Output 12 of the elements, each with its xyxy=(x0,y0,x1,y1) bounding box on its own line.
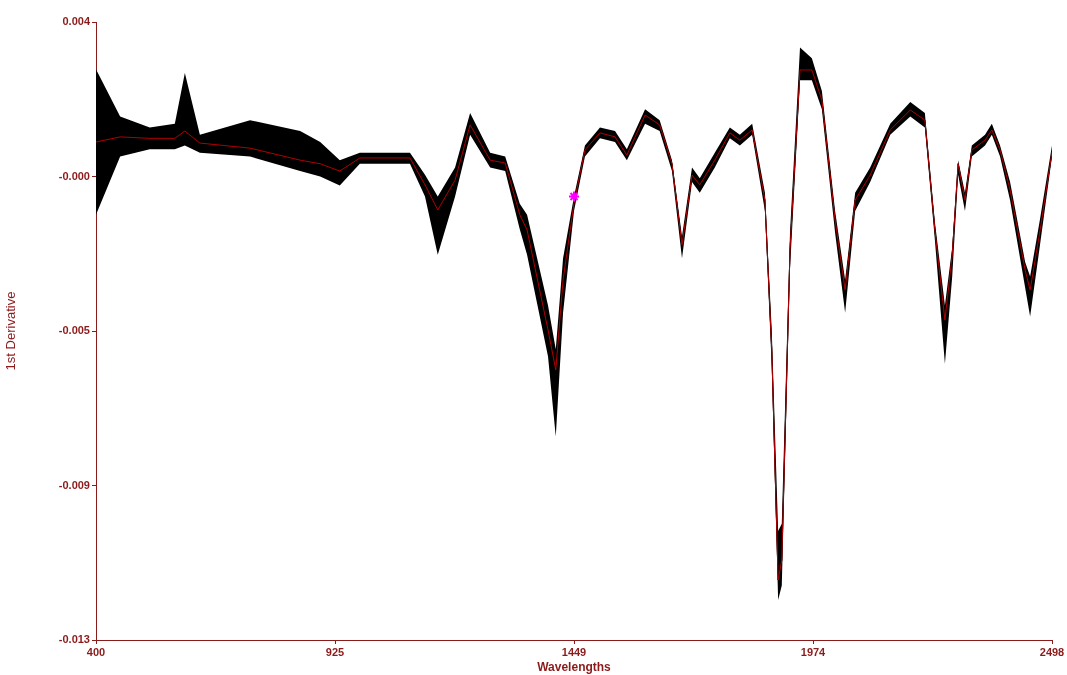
y-tick-label: -0.013 xyxy=(58,633,90,646)
x-axis-title: Wavelengths xyxy=(537,660,612,675)
x-tick-label: 1974 xyxy=(800,645,827,658)
x-tick-label: 925 xyxy=(325,645,345,658)
y-tick-label: -0.009 xyxy=(58,478,90,491)
y-tick-label: -0.000 xyxy=(58,169,90,182)
y-tick-label: -0.005 xyxy=(58,324,90,337)
x-tick-label: 1449 xyxy=(561,645,587,658)
y-axis-title: 1st Derivative xyxy=(3,291,19,371)
x-tick-label: 2498 xyxy=(1039,645,1065,658)
y-tick-label: 0.004 xyxy=(62,15,91,28)
x-tick-label: 400 xyxy=(86,645,106,658)
